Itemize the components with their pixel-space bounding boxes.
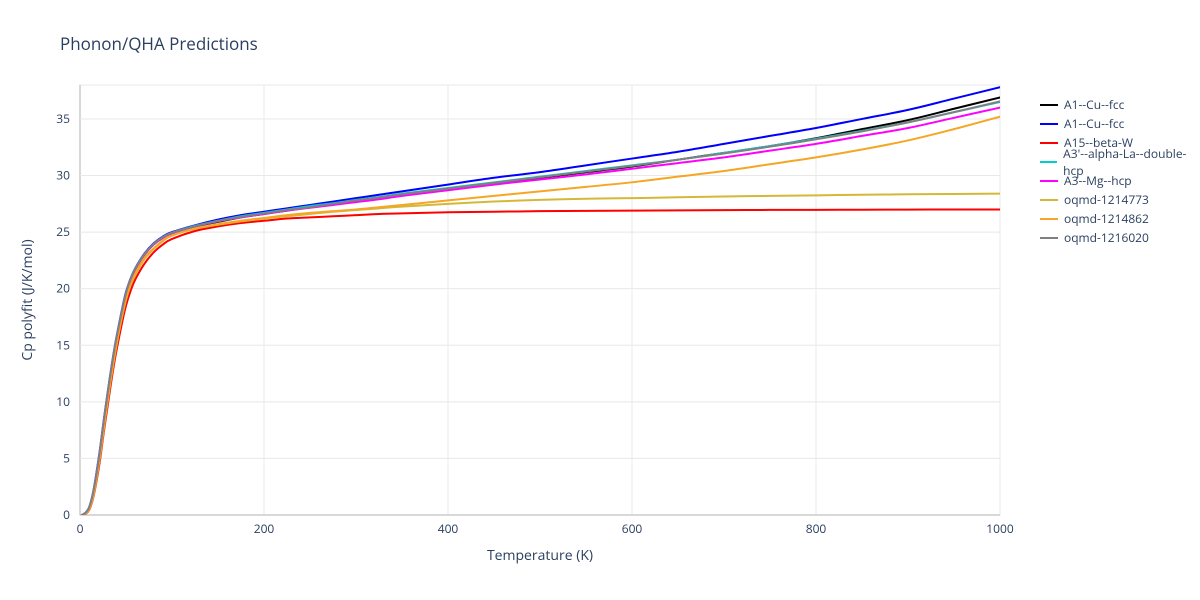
plot-svg: 0 200 400 600 800 1000 0 5 10 15 20 25 30 35 Temperatu… bbox=[0, 0, 1200, 600]
x-tick-label: 200 bbox=[254, 520, 275, 537]
legend-item[interactable]: oqmd-1214862 bbox=[1040, 209, 1200, 228]
legend-label: A1--Cu--fcc bbox=[1064, 115, 1124, 132]
x-axis-label: Temperature (K) bbox=[487, 546, 593, 565]
legend-label: oqmd-1216020 bbox=[1064, 229, 1149, 246]
legend-item[interactable]: A1--Cu--fcc bbox=[1040, 95, 1200, 114]
y-tick-label: 0 bbox=[63, 506, 70, 523]
legend-label: A1--Cu--fcc bbox=[1064, 96, 1124, 113]
series-line[interactable] bbox=[82, 102, 1000, 515]
legend-swatch bbox=[1040, 218, 1058, 220]
x-tick-label: 600 bbox=[622, 520, 643, 537]
legend-swatch bbox=[1040, 180, 1058, 182]
x-tick-label: 0 bbox=[77, 520, 84, 537]
legend-label: oqmd-1214773 bbox=[1064, 191, 1149, 208]
x-tick-label: 800 bbox=[806, 520, 827, 537]
series-line[interactable] bbox=[82, 101, 1000, 515]
y-axis-label: Cp polyfit (J/K/mol) bbox=[18, 239, 37, 360]
legend-swatch bbox=[1040, 142, 1058, 144]
y-tick-label: 20 bbox=[56, 280, 70, 297]
x-tick-label: 400 bbox=[438, 520, 459, 537]
series-line[interactable] bbox=[82, 209, 1000, 515]
x-tick-label: 1000 bbox=[986, 520, 1014, 537]
series-group bbox=[82, 87, 1000, 515]
legend-swatch bbox=[1040, 161, 1057, 163]
legend-swatch bbox=[1040, 123, 1058, 125]
legend-item[interactable]: A1--Cu--fcc bbox=[1040, 114, 1200, 133]
y-tick-label: 5 bbox=[63, 449, 70, 466]
series-line[interactable] bbox=[82, 87, 1000, 515]
legend: A1--Cu--fccA1--Cu--fccA15--beta-WA3'--al… bbox=[1040, 95, 1200, 247]
legend-swatch bbox=[1040, 199, 1058, 201]
y-tick-label: 25 bbox=[56, 223, 70, 240]
y-tick-label: 35 bbox=[56, 110, 70, 127]
series-line[interactable] bbox=[82, 108, 1000, 515]
legend-item[interactable]: oqmd-1214773 bbox=[1040, 190, 1200, 209]
legend-item[interactable]: oqmd-1216020 bbox=[1040, 228, 1200, 247]
y-tick-label: 15 bbox=[56, 336, 70, 353]
series-line[interactable] bbox=[82, 194, 1000, 515]
y-tick-label: 30 bbox=[56, 167, 70, 184]
legend-item[interactable]: A3'--alpha-La--double-hcp bbox=[1040, 152, 1200, 171]
series-line[interactable] bbox=[82, 97, 1000, 515]
legend-label: A3--Mg--hcp bbox=[1064, 172, 1132, 189]
y-tick-label: 10 bbox=[56, 393, 70, 410]
legend-label: oqmd-1214862 bbox=[1064, 210, 1149, 227]
legend-swatch bbox=[1040, 237, 1058, 239]
legend-swatch bbox=[1040, 104, 1058, 106]
chart-container: Phonon/QHA Predictions 02004006008001000… bbox=[0, 0, 1200, 600]
